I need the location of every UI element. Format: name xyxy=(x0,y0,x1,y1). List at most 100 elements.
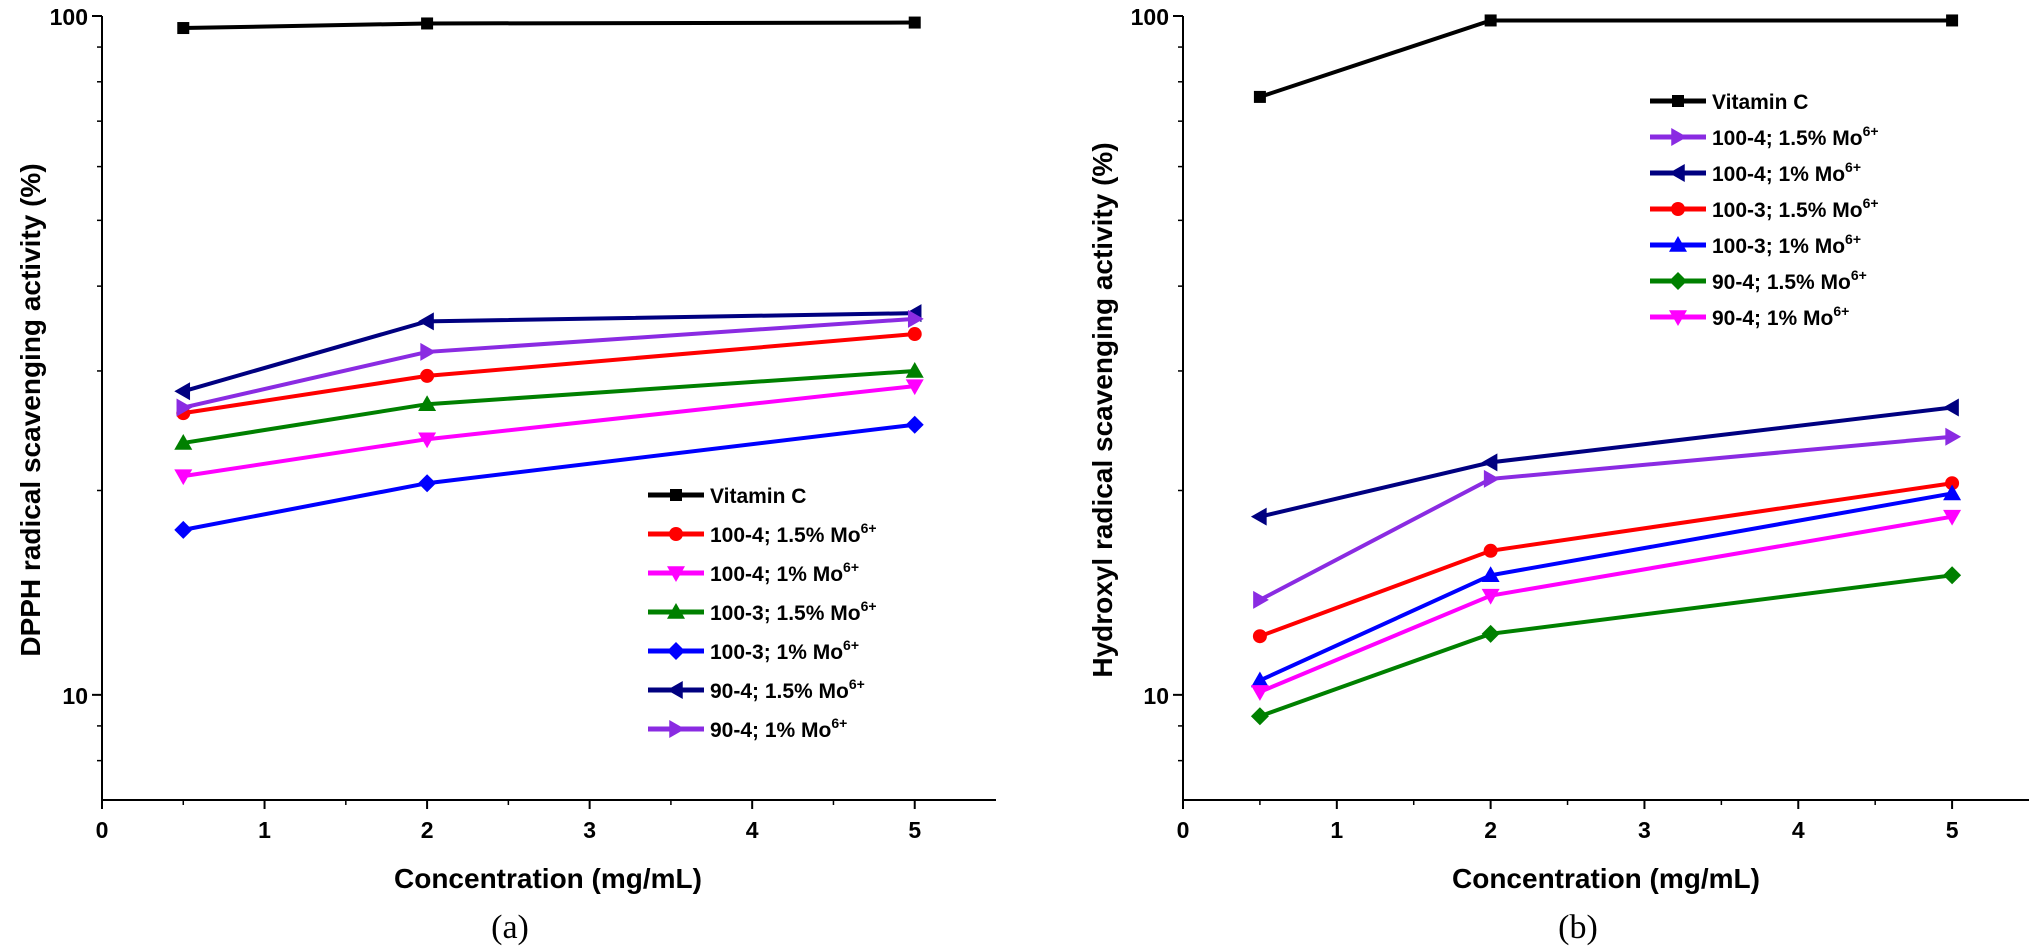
data-point xyxy=(905,379,924,396)
x-tick-label: 4 xyxy=(1792,817,1805,843)
legend-marker xyxy=(1669,310,1687,326)
series-90-4-1-5-mo-6 xyxy=(1250,566,1962,726)
legend-label-text: 90-4; 1.5% Mo xyxy=(1712,271,1851,294)
legend-label: Vitamin C xyxy=(1712,91,1808,114)
data-point xyxy=(1945,427,1962,446)
data-point xyxy=(907,309,924,328)
y-tick-label: 10 xyxy=(1143,683,1169,709)
legend-label-superscript: 6+ xyxy=(1845,159,1861,175)
data-point xyxy=(1943,398,1959,417)
series-line xyxy=(182,422,915,532)
legend-label: 100-4; 1.5% Mo6+ xyxy=(1712,123,1879,150)
legend-label-text: 90-4; 1% Mo xyxy=(1712,307,1833,330)
legend-label: 100-4; 1.5% Mo6+ xyxy=(710,520,877,547)
legend-label-text: Vitamin C xyxy=(1712,91,1808,114)
series-100-3-1-mo-6 xyxy=(1250,484,1962,688)
legend-label-text: 100-3; 1% Mo xyxy=(1712,235,1845,258)
data-point xyxy=(1481,588,1500,605)
legend-marker xyxy=(667,566,685,582)
y-axis-title: Hydroxyl radical scavenging activity (%) xyxy=(1087,142,1118,677)
legend-label-superscript: 6+ xyxy=(1845,231,1861,247)
legend-label-text: 100-3; 1.5% Mo xyxy=(710,602,861,625)
legend-marker xyxy=(1672,95,1684,107)
data-point xyxy=(1945,476,1960,491)
data-point xyxy=(1481,566,1500,583)
data-point xyxy=(420,342,437,361)
series-line xyxy=(1259,18,1953,99)
x-tick-label: 4 xyxy=(746,817,759,843)
data-point xyxy=(908,16,921,29)
data-point xyxy=(1250,685,1269,701)
series-vitamin-c xyxy=(177,16,921,35)
data-point xyxy=(174,469,193,486)
panel-label-a: (a) xyxy=(491,909,529,946)
y-tick-label: 10 xyxy=(62,683,88,709)
legend-item: 90-4; 1.5% Mo6+ xyxy=(1650,267,1867,294)
legend-marker xyxy=(667,681,683,699)
data-point xyxy=(1484,14,1497,27)
x-tick-label: 5 xyxy=(1946,817,1959,843)
data-point xyxy=(905,415,924,434)
series-100-3-1-5-mo-6 xyxy=(174,361,924,450)
data-point xyxy=(1250,707,1269,726)
legend-label-text: 90-4; 1.5% Mo xyxy=(710,680,849,703)
legend-item: 100-3; 1% Mo6+ xyxy=(648,637,859,664)
data-point xyxy=(1946,14,1959,27)
legend-label: 90-4; 1.5% Mo6+ xyxy=(710,676,865,703)
legend-label-text: 100-4; 1.5% Mo xyxy=(1712,127,1863,150)
data-point xyxy=(907,327,922,342)
legend-label: 90-4; 1.5% Mo6+ xyxy=(1712,267,1867,294)
legend-marker xyxy=(1671,202,1685,216)
legend-label-superscript: 6+ xyxy=(843,637,859,653)
legend-label-superscript: 6+ xyxy=(1863,195,1879,211)
legend-label-superscript: 6+ xyxy=(849,676,865,692)
legend-item: 90-4; 1% Mo6+ xyxy=(1650,303,1849,330)
legend-label-text: 100-3; 1.5% Mo xyxy=(1712,199,1863,222)
series-100-4-1-5-mo-6 xyxy=(1253,427,1962,609)
data-point xyxy=(1250,507,1267,526)
legend-item: 100-4; 1.5% Mo6+ xyxy=(648,520,877,547)
data-point xyxy=(176,398,193,417)
data-point xyxy=(1943,566,1962,585)
legend-item: 100-4; 1.5% Mo6+ xyxy=(1650,123,1879,150)
legend-marker xyxy=(669,527,683,541)
legend-label-superscript: 6+ xyxy=(861,598,877,614)
series-line xyxy=(182,384,915,479)
legend-label-text: 100-4; 1% Mo xyxy=(710,563,843,586)
data-point xyxy=(1252,629,1267,644)
legend-label-superscript: 6+ xyxy=(1833,303,1849,319)
series-100-4-1-5-mo-6 xyxy=(176,327,922,421)
legend-marker xyxy=(1671,128,1687,146)
data-point xyxy=(418,474,437,493)
x-tick-label: 0 xyxy=(96,817,109,843)
panel-label-b: (b) xyxy=(1558,909,1598,946)
data-point xyxy=(418,395,437,411)
x-tick-label: 2 xyxy=(1484,817,1497,843)
data-point xyxy=(1253,590,1269,609)
data-point xyxy=(1943,509,1962,526)
x-tick-label: 1 xyxy=(1330,817,1343,843)
legend-label-superscript: 6+ xyxy=(1863,123,1879,139)
legend-marker xyxy=(669,720,685,738)
legend-label-text: 100-4; 1% Mo xyxy=(1712,163,1845,186)
x-axis-title: Concentration (mg/mL) xyxy=(1452,863,1760,894)
series-100-3-1-mo-6 xyxy=(174,415,924,539)
legend-marker xyxy=(667,603,685,619)
legend-label: 100-4; 1% Mo6+ xyxy=(710,559,859,586)
legend-marker xyxy=(1669,272,1687,290)
data-point xyxy=(418,432,437,449)
legend-label-text: 100-3; 1% Mo xyxy=(710,641,843,664)
series-line xyxy=(183,20,915,31)
legend-label: 100-3; 1% Mo6+ xyxy=(710,637,859,664)
legend-label-superscript: 6+ xyxy=(861,520,877,536)
legend-label-text: 90-4; 1% Mo xyxy=(710,719,831,742)
legend-item: 100-4; 1% Mo6+ xyxy=(648,559,859,586)
data-point xyxy=(421,17,434,30)
series-90-4-1-mo-6 xyxy=(1250,509,1962,701)
legend-item: 100-3; 1% Mo6+ xyxy=(1650,231,1861,258)
legend-item: 100-4; 1% Mo6+ xyxy=(1650,159,1861,186)
data-point xyxy=(1481,624,1500,643)
x-axis-title: Concentration (mg/mL) xyxy=(394,863,702,894)
series-line xyxy=(1259,481,1953,639)
